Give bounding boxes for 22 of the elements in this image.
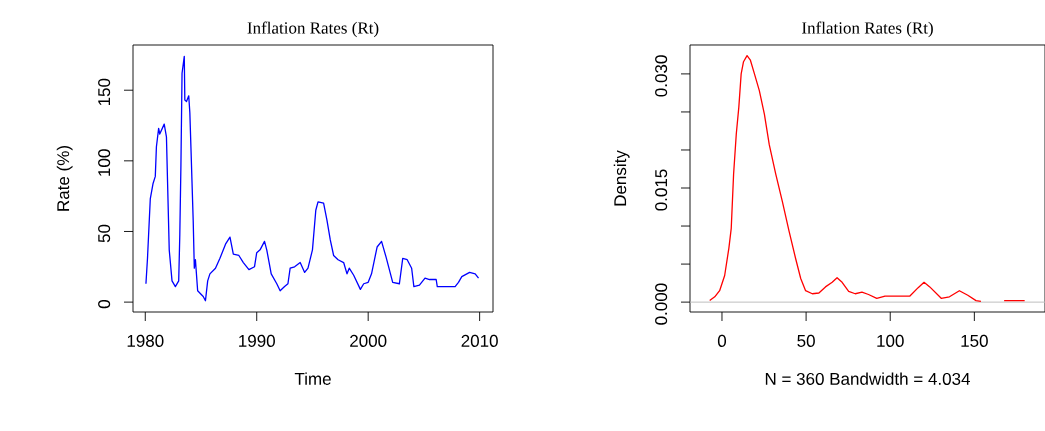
x-tick-label: 1990 xyxy=(239,334,275,347)
y-tick-label: 0.000 xyxy=(655,283,668,325)
y-axis-title: Density xyxy=(613,150,630,206)
x-axis-title: N = 360 Bandwidth = 4.034 xyxy=(765,372,970,385)
x-tick-label: 100 xyxy=(877,334,904,347)
line-series xyxy=(145,55,480,302)
y-tick-label: 50 xyxy=(98,224,111,243)
y-tick-label: 0.015 xyxy=(655,169,668,211)
y-tick-label: 0 xyxy=(98,300,111,309)
x-tick-label: 50 xyxy=(797,334,815,347)
y-tick-label: 0.030 xyxy=(655,55,668,97)
x-tick-label: 0 xyxy=(717,334,727,347)
x-tick-label: 2000 xyxy=(350,334,387,347)
x-tick-label: 2010 xyxy=(461,334,498,347)
x-axis-title: Time xyxy=(294,372,331,385)
x-tick-label: 150 xyxy=(961,334,988,347)
y-axis-title: Rate (%) xyxy=(56,146,73,211)
chart-title: Inflation Rates (Rt) xyxy=(802,21,933,38)
y-tick-label: 150 xyxy=(98,78,111,106)
y-tick-label: 100 xyxy=(98,149,111,176)
x-tick-label: 1980 xyxy=(127,334,164,347)
chart-title: Inflation Rates (Rt) xyxy=(247,21,379,38)
